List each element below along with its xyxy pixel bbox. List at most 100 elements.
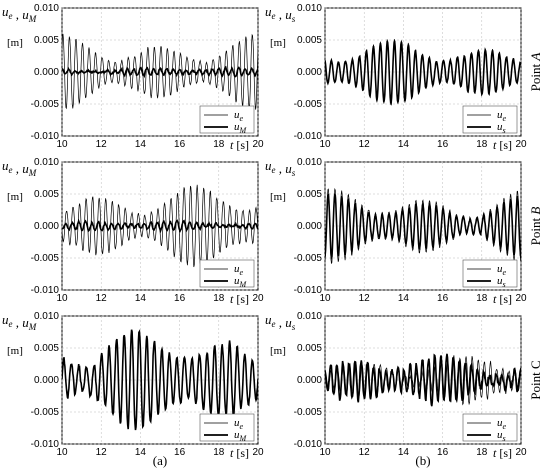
- x-tick-label: 16: [437, 293, 449, 304]
- chart-panel-a_C: 10 12 14 16 18 20 0.010 0.005 0.000 -0.005 -0.010 u…: [2, 311, 264, 460]
- x-tick-label: 10: [319, 139, 331, 150]
- chart-panel-b_B: 10 12 14 16 18 20 0.010 0.005 0.000 -0.005 -0.010 u…: [265, 157, 527, 306]
- x-axis-label: t [s]: [230, 292, 249, 306]
- y-tick-label: 0.005: [34, 189, 59, 200]
- x-tick-label: 10: [319, 447, 331, 458]
- x-tick-label: 14: [135, 293, 147, 304]
- y-tick-label: -0.010: [294, 285, 323, 296]
- y-axis-unit: [m]: [270, 37, 286, 49]
- y-axis-unit: [m]: [270, 345, 286, 357]
- y-tick-label: 0.010: [34, 157, 59, 168]
- x-tick-label: 20: [252, 139, 264, 150]
- y-tick-label: 0.000: [297, 67, 322, 78]
- row-side-label: Point B: [528, 207, 543, 246]
- x-tick-label: 18: [213, 293, 225, 304]
- chart-panel-b_C: 10 12 14 16 18 20 0.010 0.005 0.000 -0.005 -0.010 u…: [265, 311, 527, 460]
- x-tick-label: 10: [56, 447, 68, 458]
- x-tick-label: 14: [398, 447, 410, 458]
- y-tick-label: 0.005: [297, 35, 322, 46]
- y-tick-label: -0.010: [294, 439, 323, 450]
- y-tick-label: -0.010: [31, 131, 60, 142]
- row-side-label: Point A: [528, 53, 543, 92]
- x-tick-label: 12: [359, 447, 371, 458]
- x-tick-label: 10: [319, 293, 331, 304]
- y-tick-label: 0.010: [297, 3, 322, 14]
- y-tick-label: -0.005: [31, 253, 60, 264]
- x-tick-label: 16: [174, 139, 186, 150]
- legend-box: [462, 105, 518, 134]
- y-axis-unit: [m]: [7, 37, 23, 49]
- series-line-uM: [62, 218, 258, 234]
- legend-box: [199, 105, 255, 134]
- y-tick-label: 0.005: [34, 343, 59, 354]
- y-tick-label: 0.010: [297, 311, 322, 322]
- x-tick-label: 12: [96, 293, 108, 304]
- legend-box: [199, 413, 255, 442]
- series-line-us: [325, 192, 521, 261]
- chart-panel-a_B: 10 12 14 16 18 20 0.010 0.005 0.000 -0.005 -0.010 u…: [2, 157, 264, 306]
- y-axis-unit: [m]: [270, 191, 286, 203]
- chart-panel-a_A: 10 12 14 16 18 20 0.010 0.005 0.000 -0.005 -0.010 u…: [2, 3, 264, 152]
- series-line-ue: [62, 33, 258, 110]
- x-tick-label: 12: [359, 293, 371, 304]
- y-tick-label: 0.010: [297, 157, 322, 168]
- x-tick-label: 16: [174, 447, 186, 458]
- series-line-uM: [62, 65, 258, 79]
- x-tick-label: 16: [437, 139, 449, 150]
- y-tick-label: 0.000: [34, 67, 59, 78]
- y-axis-label: ue , uM: [2, 4, 37, 24]
- x-tick-label: 20: [515, 447, 527, 458]
- y-tick-label: -0.005: [294, 407, 323, 418]
- y-tick-label: -0.005: [31, 407, 60, 418]
- y-tick-label: 0.000: [34, 221, 59, 232]
- x-tick-label: 10: [56, 293, 68, 304]
- x-tick-label: 18: [476, 447, 488, 458]
- y-axis-label: ue , uM: [2, 158, 37, 178]
- legend-entry: uM: [234, 275, 248, 289]
- x-tick-label: 18: [213, 447, 225, 458]
- series-line-us: [325, 353, 521, 407]
- y-tick-label: -0.010: [31, 439, 60, 450]
- x-axis-label: t [s]: [493, 292, 512, 306]
- row-side-label: Point C: [528, 360, 543, 399]
- y-tick-label: -0.005: [294, 99, 323, 110]
- x-tick-label: 18: [213, 139, 225, 150]
- legend-entry: ue: [234, 109, 244, 123]
- y-tick-label: -0.010: [31, 285, 60, 296]
- legend-box: [462, 413, 518, 442]
- x-tick-label: 12: [96, 139, 108, 150]
- x-tick-label: 12: [96, 447, 108, 458]
- x-tick-label: 20: [252, 447, 264, 458]
- y-tick-label: 0.000: [34, 375, 59, 386]
- series-line-uM: [62, 329, 258, 431]
- x-tick-label: 14: [135, 139, 147, 150]
- y-tick-label: 0.000: [297, 221, 322, 232]
- legend-entry: us: [497, 429, 506, 443]
- legend-box: [462, 259, 518, 288]
- x-tick-label: 20: [515, 293, 527, 304]
- x-tick-label: 20: [252, 293, 264, 304]
- y-axis-label: ue , us: [265, 312, 296, 332]
- y-tick-label: 0.010: [34, 311, 59, 322]
- caption-a: (a): [153, 453, 167, 468]
- legend-entry: uM: [234, 429, 248, 443]
- legend-entry: ue: [234, 417, 244, 431]
- legend-entry: ue: [497, 109, 507, 123]
- x-tick-label: 12: [359, 139, 371, 150]
- legend-entry: ue: [234, 263, 244, 277]
- x-tick-label: 20: [515, 139, 527, 150]
- series-line-us: [325, 40, 521, 105]
- caption-b: (b): [415, 453, 430, 468]
- x-tick-label: 18: [476, 139, 488, 150]
- y-axis-label: ue , us: [265, 4, 296, 24]
- y-axis-label: ue , us: [265, 158, 296, 178]
- x-tick-label: 10: [56, 139, 68, 150]
- x-axis-label: t [s]: [230, 446, 249, 460]
- legend-entry: ue: [497, 417, 507, 431]
- y-axis-label: ue , uM: [2, 312, 37, 332]
